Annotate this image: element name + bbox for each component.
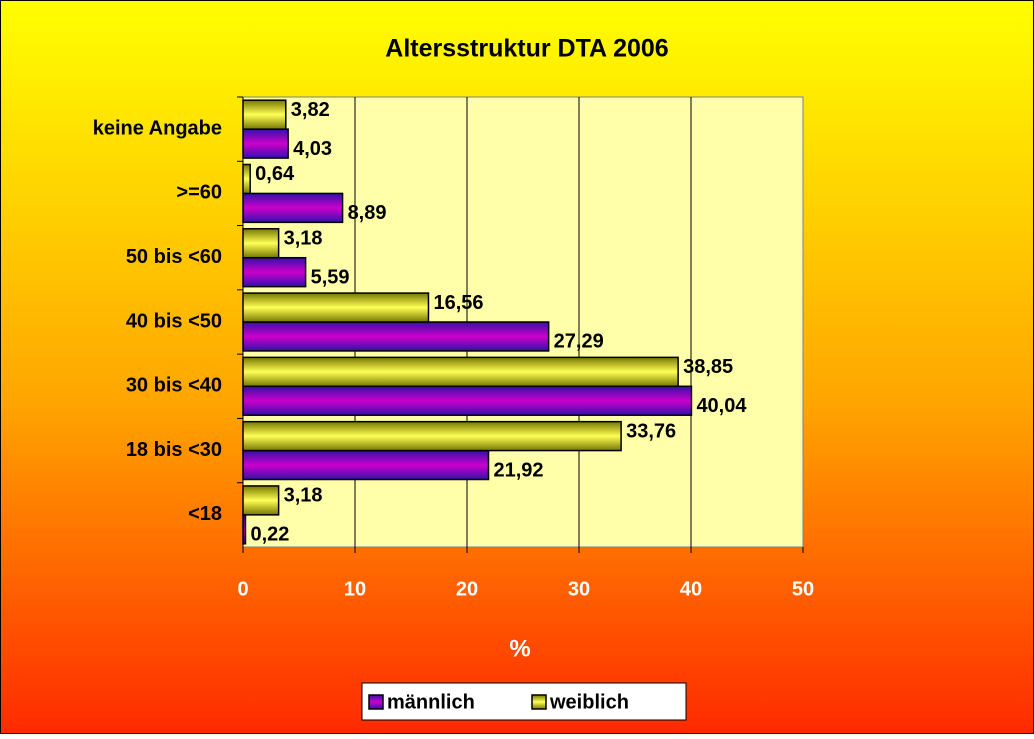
bar (242, 163, 251, 195)
bar (242, 385, 693, 416)
data-label: 27,29 (554, 331, 604, 353)
data-label: 4,03 (293, 138, 332, 160)
legend-swatch (368, 694, 384, 710)
chart-title: Altersstruktur DTA 2006 (385, 35, 668, 63)
data-label: 40,04 (696, 395, 747, 417)
data-label: 33,76 (626, 420, 676, 442)
x-axis-label: % (509, 635, 530, 662)
bar (242, 321, 550, 352)
bar (242, 228, 280, 259)
data-label: 3,82 (291, 99, 330, 121)
bar (242, 99, 287, 130)
x-tick-label: 10 (344, 578, 366, 600)
y-tick-label: >=60 (176, 182, 222, 204)
data-label: 21,92 (494, 459, 544, 481)
y-tick-label: keine Angabe (93, 117, 222, 139)
bar (242, 485, 280, 516)
data-label: 16,56 (433, 292, 483, 314)
bar (242, 128, 289, 159)
x-tick-label: 30 (568, 578, 590, 600)
data-label: 0,64 (255, 163, 295, 185)
data-label: 3,18 (284, 485, 323, 507)
bar (242, 420, 622, 452)
y-tick-label: <18 (188, 503, 222, 525)
data-label: 0,22 (250, 524, 289, 546)
y-tick-label: 30 bis <40 (126, 375, 222, 397)
bar (242, 292, 430, 323)
bar (242, 356, 679, 388)
data-label: 38,85 (683, 356, 733, 378)
data-label: 3,18 (284, 228, 323, 250)
legend-label: männlich (387, 691, 475, 713)
bar (242, 256, 307, 288)
x-tick-label: 0 (237, 578, 248, 600)
y-tick-label: 18 bis <30 (126, 439, 222, 461)
y-tick-label: 40 bis <50 (126, 310, 222, 332)
legend-label: weiblich (549, 691, 629, 713)
legend-swatch (531, 694, 547, 710)
bar (242, 192, 344, 224)
bar (242, 449, 490, 481)
y-tick-label: 50 bis <60 (126, 246, 222, 268)
data-label: 8,89 (348, 202, 387, 224)
legend (361, 682, 687, 721)
x-tick-label: 50 (792, 578, 814, 600)
data-label: 5,59 (311, 266, 350, 288)
x-tick-label: 40 (680, 578, 702, 600)
x-tick-label: 20 (456, 578, 478, 600)
